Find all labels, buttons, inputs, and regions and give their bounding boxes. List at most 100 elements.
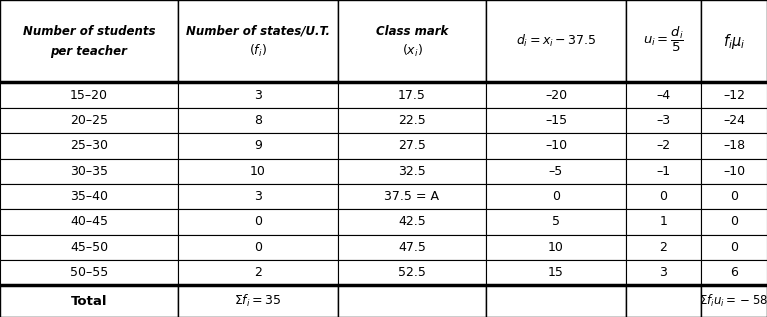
Bar [0, 108, 178, 133]
Bar [178, 82, 338, 108]
Bar [701, 133, 767, 158]
Bar [338, 158, 486, 184]
Bar [486, 158, 626, 184]
Text: 9: 9 [254, 139, 262, 152]
Text: Total: Total [71, 294, 107, 308]
Text: –2: –2 [657, 139, 670, 152]
Text: $(f_i)$: $(f_i)$ [249, 43, 267, 59]
Bar [701, 260, 767, 285]
Bar [178, 133, 338, 158]
Text: –5: –5 [549, 165, 563, 178]
Text: –20: –20 [545, 88, 567, 102]
Text: 27.5: 27.5 [398, 139, 426, 152]
Bar [0, 260, 178, 285]
Bar [626, 260, 701, 285]
Text: 0: 0 [254, 241, 262, 254]
Bar [486, 260, 626, 285]
Text: 0: 0 [660, 190, 667, 203]
Bar [626, 209, 701, 235]
Text: 22.5: 22.5 [398, 114, 426, 127]
Text: 20–25: 20–25 [70, 114, 108, 127]
Bar [0, 133, 178, 158]
Bar [486, 82, 626, 108]
Bar [486, 133, 626, 158]
Bar [486, 235, 626, 260]
Text: 17.5: 17.5 [398, 88, 426, 102]
Bar [626, 158, 701, 184]
Text: 8: 8 [254, 114, 262, 127]
Text: 1: 1 [660, 215, 667, 229]
Text: 25–30: 25–30 [70, 139, 108, 152]
Text: 0: 0 [254, 215, 262, 229]
Text: 10: 10 [548, 241, 564, 254]
Text: 0: 0 [730, 190, 738, 203]
Bar [178, 108, 338, 133]
Text: per teacher: per teacher [51, 45, 127, 58]
Text: 5: 5 [552, 215, 560, 229]
Text: 3: 3 [254, 88, 262, 102]
Bar [0, 209, 178, 235]
Bar [338, 108, 486, 133]
Bar [338, 209, 486, 235]
Text: $\Sigma f_i u_i = -58$: $\Sigma f_i u_i = -58$ [700, 293, 767, 309]
Bar [626, 184, 701, 209]
Text: 30–35: 30–35 [70, 165, 108, 178]
Bar [701, 108, 767, 133]
Text: Number of states/U.T.: Number of states/U.T. [186, 25, 330, 38]
Bar [338, 260, 486, 285]
Text: $u_i = \dfrac{d_i}{5}$: $u_i = \dfrac{d_i}{5}$ [643, 25, 684, 54]
Bar [701, 0, 767, 82]
Text: 35–40: 35–40 [70, 190, 108, 203]
Bar [626, 82, 701, 108]
Text: 0: 0 [730, 215, 738, 229]
Bar [178, 209, 338, 235]
Text: 42.5: 42.5 [398, 215, 426, 229]
Bar [486, 108, 626, 133]
Text: 6: 6 [730, 266, 738, 279]
Text: Number of students: Number of students [23, 25, 155, 38]
Text: –10: –10 [723, 165, 745, 178]
Bar [338, 184, 486, 209]
Text: 45–50: 45–50 [70, 241, 108, 254]
Text: 15–20: 15–20 [70, 88, 108, 102]
Text: –10: –10 [545, 139, 567, 152]
Bar [338, 285, 486, 317]
Text: –1: –1 [657, 165, 670, 178]
Bar [486, 0, 626, 82]
Bar [0, 82, 178, 108]
Text: 37.5 = A: 37.5 = A [384, 190, 439, 203]
Text: $\Sigma f_i = 35$: $\Sigma f_i = 35$ [235, 293, 281, 309]
Text: 2: 2 [254, 266, 262, 279]
Bar [178, 285, 338, 317]
Text: 32.5: 32.5 [398, 165, 426, 178]
Text: 15: 15 [548, 266, 564, 279]
Bar [486, 209, 626, 235]
Bar [178, 158, 338, 184]
Text: –12: –12 [723, 88, 745, 102]
Bar [178, 0, 338, 82]
Text: 0: 0 [552, 190, 560, 203]
Text: –15: –15 [545, 114, 567, 127]
Text: 2: 2 [660, 241, 667, 254]
Bar [626, 108, 701, 133]
Bar [0, 235, 178, 260]
Bar [701, 209, 767, 235]
Bar [486, 184, 626, 209]
Text: –3: –3 [657, 114, 670, 127]
Bar [338, 235, 486, 260]
Bar [701, 158, 767, 184]
Text: 40–45: 40–45 [70, 215, 108, 229]
Text: Class mark: Class mark [376, 25, 448, 38]
Text: 52.5: 52.5 [398, 266, 426, 279]
Bar [701, 82, 767, 108]
Bar [626, 235, 701, 260]
Text: $(x_i)$: $(x_i)$ [402, 43, 423, 59]
Bar [178, 184, 338, 209]
Bar [178, 260, 338, 285]
Text: 10: 10 [250, 165, 266, 178]
Text: –24: –24 [723, 114, 745, 127]
Bar [701, 184, 767, 209]
Text: 47.5: 47.5 [398, 241, 426, 254]
Text: $f_i\mu_i$: $f_i\mu_i$ [723, 32, 746, 51]
Bar [338, 133, 486, 158]
